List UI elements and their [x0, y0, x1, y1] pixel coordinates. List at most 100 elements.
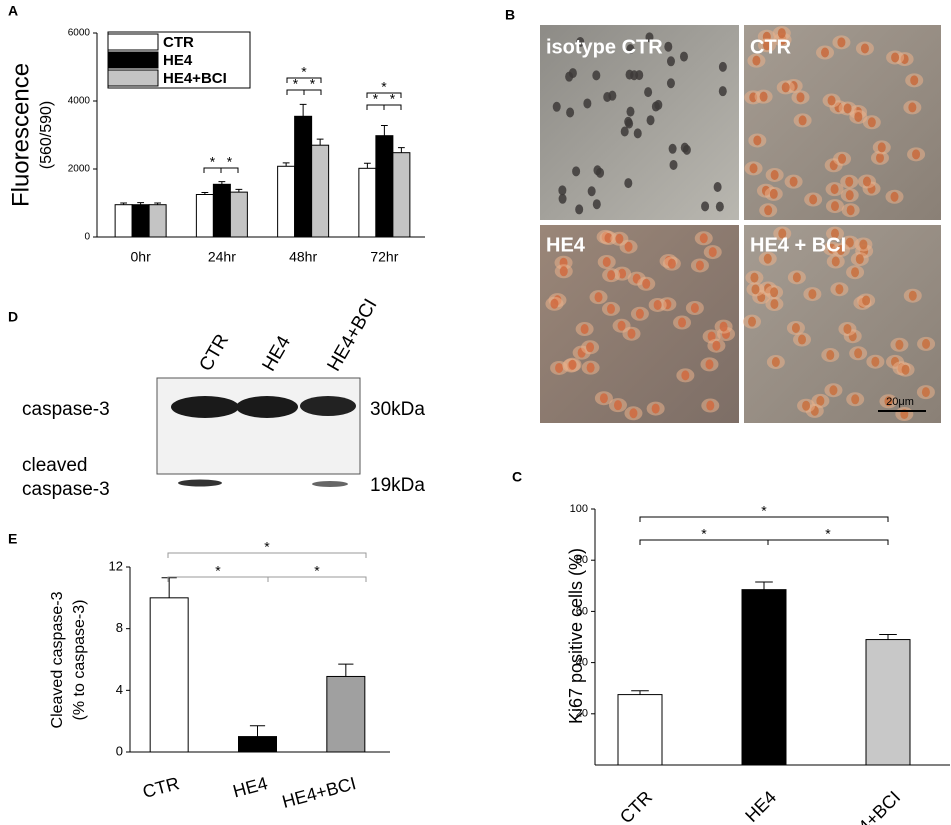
y-axis-label: Fluorescence [7, 63, 34, 207]
bar [131, 204, 150, 238]
cell-nucleus [555, 362, 564, 373]
cell-nucleus [679, 51, 688, 62]
cell-nucleus [837, 37, 846, 48]
significance-label: * [310, 76, 316, 92]
error-bar [631, 690, 649, 695]
x-tick-label: 72hr [370, 249, 398, 265]
significance-label: * [761, 503, 767, 519]
x-tick-label: CTR [141, 773, 182, 802]
error-bar [879, 633, 897, 640]
legend-swatch [107, 51, 159, 69]
cell-nucleus [922, 338, 931, 349]
error-bar [397, 147, 405, 153]
bar [229, 191, 248, 238]
cell-texture [545, 26, 936, 422]
y-tick-label: 60 [576, 605, 588, 617]
y-tick-label: 2000 [68, 164, 91, 175]
significance-bracket [167, 552, 367, 558]
cell-nucleus [908, 102, 917, 113]
row-label: caspase-3 [22, 399, 110, 420]
y-tick-label: 4000 [68, 96, 91, 107]
blot-band [178, 479, 222, 487]
cell-nucleus [816, 395, 825, 406]
cell-nucleus [769, 188, 778, 199]
legend-label: HE4+BCI [163, 70, 227, 87]
cell-nucleus [706, 400, 715, 411]
cell-nucleus [624, 178, 633, 189]
cell-nucleus [750, 272, 759, 283]
cell-nucleus [778, 228, 787, 239]
y-axis-label: (% to caspase-3) [71, 600, 88, 721]
cell-nucleus [708, 247, 717, 258]
error-bar [380, 124, 388, 136]
cell-nucleus [781, 82, 790, 93]
cell-nucleus [846, 205, 855, 216]
cell-nucleus [890, 191, 899, 202]
cell-nucleus [695, 260, 704, 271]
x-tick-label: CTR [616, 787, 656, 825]
significance-label: * [381, 79, 387, 95]
cell-nucleus [592, 70, 601, 81]
significance-label: * [293, 76, 299, 92]
significance-bracket [767, 539, 889, 545]
cell-nucleus [713, 182, 722, 193]
bar [392, 152, 411, 238]
cell-nucleus [705, 359, 714, 370]
error-bar [316, 138, 324, 146]
cell-nucleus [748, 316, 757, 327]
cell-nucleus [594, 292, 603, 303]
panel-label: E [8, 531, 17, 547]
significance-label: * [227, 154, 233, 170]
error-bar [299, 103, 307, 117]
cell-nucleus [580, 324, 589, 335]
bar [114, 204, 133, 238]
error-bar [137, 202, 145, 205]
significance-label: * [314, 563, 320, 579]
bar [149, 597, 189, 753]
error-bar [201, 191, 209, 195]
bar [311, 144, 330, 238]
cell-nucleus [615, 233, 624, 244]
row-label: cleaved [22, 455, 88, 476]
cell-nucleus [718, 86, 727, 97]
micrograph-label: CTR [750, 36, 792, 58]
significance-bracket [366, 92, 402, 98]
y-tick-label: 8 [116, 620, 123, 635]
legend-label: CTR [163, 34, 194, 51]
cell-nucleus [845, 190, 854, 201]
cell-nucleus [654, 99, 663, 110]
error-bar [755, 581, 773, 590]
cell-nucleus [568, 68, 577, 79]
cell-nucleus [854, 111, 863, 122]
lane-label: HE4+BCI [323, 295, 381, 375]
lane-label: CTR [195, 331, 233, 375]
cell-nucleus [835, 284, 844, 295]
cell-nucleus [617, 320, 626, 331]
x-tick-label: HE4+BCI [837, 787, 905, 825]
cell-nucleus [884, 396, 893, 407]
significance-label: * [373, 91, 379, 107]
cell-nucleus [891, 52, 900, 63]
x-tick-label: 0hr [131, 249, 152, 265]
size-label: 30kDa [370, 399, 425, 420]
cell-nucleus [910, 75, 919, 86]
significance-label: * [264, 539, 270, 555]
cell-nucleus [629, 408, 638, 419]
micrograph [540, 225, 739, 423]
cell-nucleus [751, 284, 760, 295]
cell-nucleus [666, 78, 675, 89]
cell-nucleus [763, 253, 772, 264]
significance-bracket [383, 104, 402, 110]
cell-nucleus [770, 169, 779, 180]
cell-nucleus [635, 308, 644, 319]
legend-label: HE4 [163, 52, 193, 69]
cell-nucleus [613, 400, 622, 411]
cell-nucleus [572, 166, 581, 177]
y-tick-label: 4 [116, 682, 123, 697]
y-tick-label: 40 [576, 657, 588, 669]
cell-nucleus [808, 289, 817, 300]
y-axis-label: Cleaved caspase-3 [49, 591, 66, 728]
bar [617, 694, 663, 766]
cell-nucleus [763, 40, 772, 51]
cell-nucleus [626, 106, 635, 117]
